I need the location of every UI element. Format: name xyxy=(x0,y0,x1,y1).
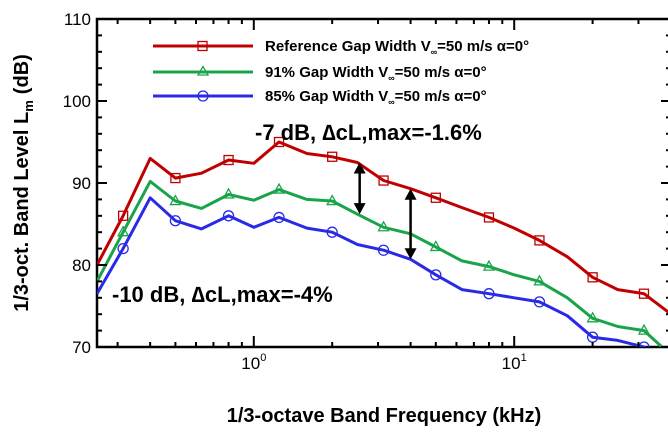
y-tick-label: 110 xyxy=(64,10,91,29)
data-point-circle xyxy=(222,210,235,222)
y-tick-label: 90 xyxy=(72,174,91,193)
data-point-triangle xyxy=(637,323,651,335)
data-point-triangle xyxy=(533,274,546,286)
data-point-square xyxy=(534,235,545,246)
legend-marker-circle xyxy=(197,90,209,102)
legend-marker-square xyxy=(197,40,208,52)
y-tick-label: 80 xyxy=(72,256,91,275)
x-tick-label: 100 xyxy=(241,352,266,373)
data-point-circle xyxy=(430,269,442,281)
data-point-triangle xyxy=(482,259,496,271)
data-point-circle xyxy=(169,215,182,227)
legend-sub-85: ∞ xyxy=(388,97,395,107)
y-axis-title-main: 1/3-oct. Band Level L xyxy=(11,112,33,312)
data-point-triangle xyxy=(169,194,182,206)
data-point-square xyxy=(483,212,495,223)
svg-text:91% Gap Width V∞=50 m/s α=0°: 91% Gap Width V∞=50 m/s α=0° xyxy=(265,64,487,83)
data-point-circle xyxy=(117,242,129,255)
difference-arrow-head-top xyxy=(353,162,366,174)
legend-label-91: 91% Gap Width V xyxy=(265,64,388,81)
series-line-1 xyxy=(97,179,665,347)
tick-layer: 70 80 90 100 110 100 101 xyxy=(63,10,668,373)
svg-text:Reference Gap Width V∞=50 m/s: Reference Gap Width V∞=50 m/s α=0° xyxy=(265,38,529,57)
data-point-triangle xyxy=(222,187,235,199)
data-point-triangle xyxy=(272,182,286,194)
legend: Reference Gap Width V∞=50 m/s α=0° 91% G… xyxy=(153,38,529,107)
y-tick-label: 100 xyxy=(63,92,91,111)
data-point-square xyxy=(378,175,389,186)
legend-entry-91: 91% Gap Width V∞=50 m/s α=0° xyxy=(153,64,487,83)
svg-text:85% Gap Width V∞=50 m/s α=0°: 85% Gap Width V∞=50 m/s α=0° xyxy=(265,88,487,107)
x-tick-label: 101 xyxy=(502,352,527,373)
data-point-triangle xyxy=(377,220,390,232)
y-tick-label: 70 xyxy=(72,338,91,357)
arrow-layer xyxy=(353,162,417,260)
legend-rest-reference: =50 m/s α=0° xyxy=(437,38,529,55)
difference-arrow-head-bottom xyxy=(353,203,366,215)
legend-sub-91: ∞ xyxy=(388,73,395,83)
data-point-square xyxy=(117,210,129,221)
data-point-square xyxy=(273,136,285,148)
difference-arrow-head-bottom xyxy=(404,248,417,260)
legend-label-reference: Reference Gap Width V xyxy=(265,38,431,55)
data-point-square xyxy=(170,172,181,184)
data-point-square xyxy=(430,192,441,203)
legend-marker-triangle xyxy=(196,65,210,76)
data-point-circle xyxy=(638,341,650,347)
legend-label-85: 85% Gap Width V xyxy=(265,88,388,105)
y-axis-title-sub: m xyxy=(21,100,36,112)
data-point-triangle xyxy=(586,311,599,323)
data-point-square xyxy=(327,151,338,162)
annotation-lower: -10 dB, ∆cL,max=-4% xyxy=(112,282,333,307)
data-point-circle xyxy=(483,288,495,300)
data-point-circle xyxy=(377,244,390,256)
legend-sub-reference: ∞ xyxy=(431,47,438,57)
data-point-circle xyxy=(326,226,338,238)
legend-rest-91: =50 m/s α=0° xyxy=(395,64,487,81)
legend-rest-85: =50 m/s α=0° xyxy=(395,88,487,105)
annotation-upper: -7 dB, ∆cL,max=-1.6% xyxy=(255,120,482,145)
data-point-triangle xyxy=(326,194,339,206)
data-point-triangle xyxy=(117,225,130,237)
series-line-0 xyxy=(97,140,668,314)
data-point-circle xyxy=(273,211,285,224)
legend-entry-reference: Reference Gap Width V∞=50 m/s α=0° xyxy=(153,38,529,57)
series-line-2 xyxy=(97,196,647,347)
data-point-square xyxy=(638,288,650,299)
data-point-circle xyxy=(533,296,546,308)
x-axis-title: 1/3-octave Band Frequency (kHz) xyxy=(227,405,542,427)
series-layer xyxy=(97,136,668,347)
data-point-triangle xyxy=(429,240,442,252)
data-point-square xyxy=(223,154,234,166)
y-axis-title-unit: (dB) xyxy=(11,54,33,94)
difference-arrow-head-top xyxy=(404,188,417,200)
legend-entry-85: 85% Gap Width V∞=50 m/s α=0° xyxy=(153,88,487,107)
data-point-square xyxy=(587,272,598,283)
y-axis-title: 1/3-oct. Band Level Lm (dB) xyxy=(11,54,36,312)
